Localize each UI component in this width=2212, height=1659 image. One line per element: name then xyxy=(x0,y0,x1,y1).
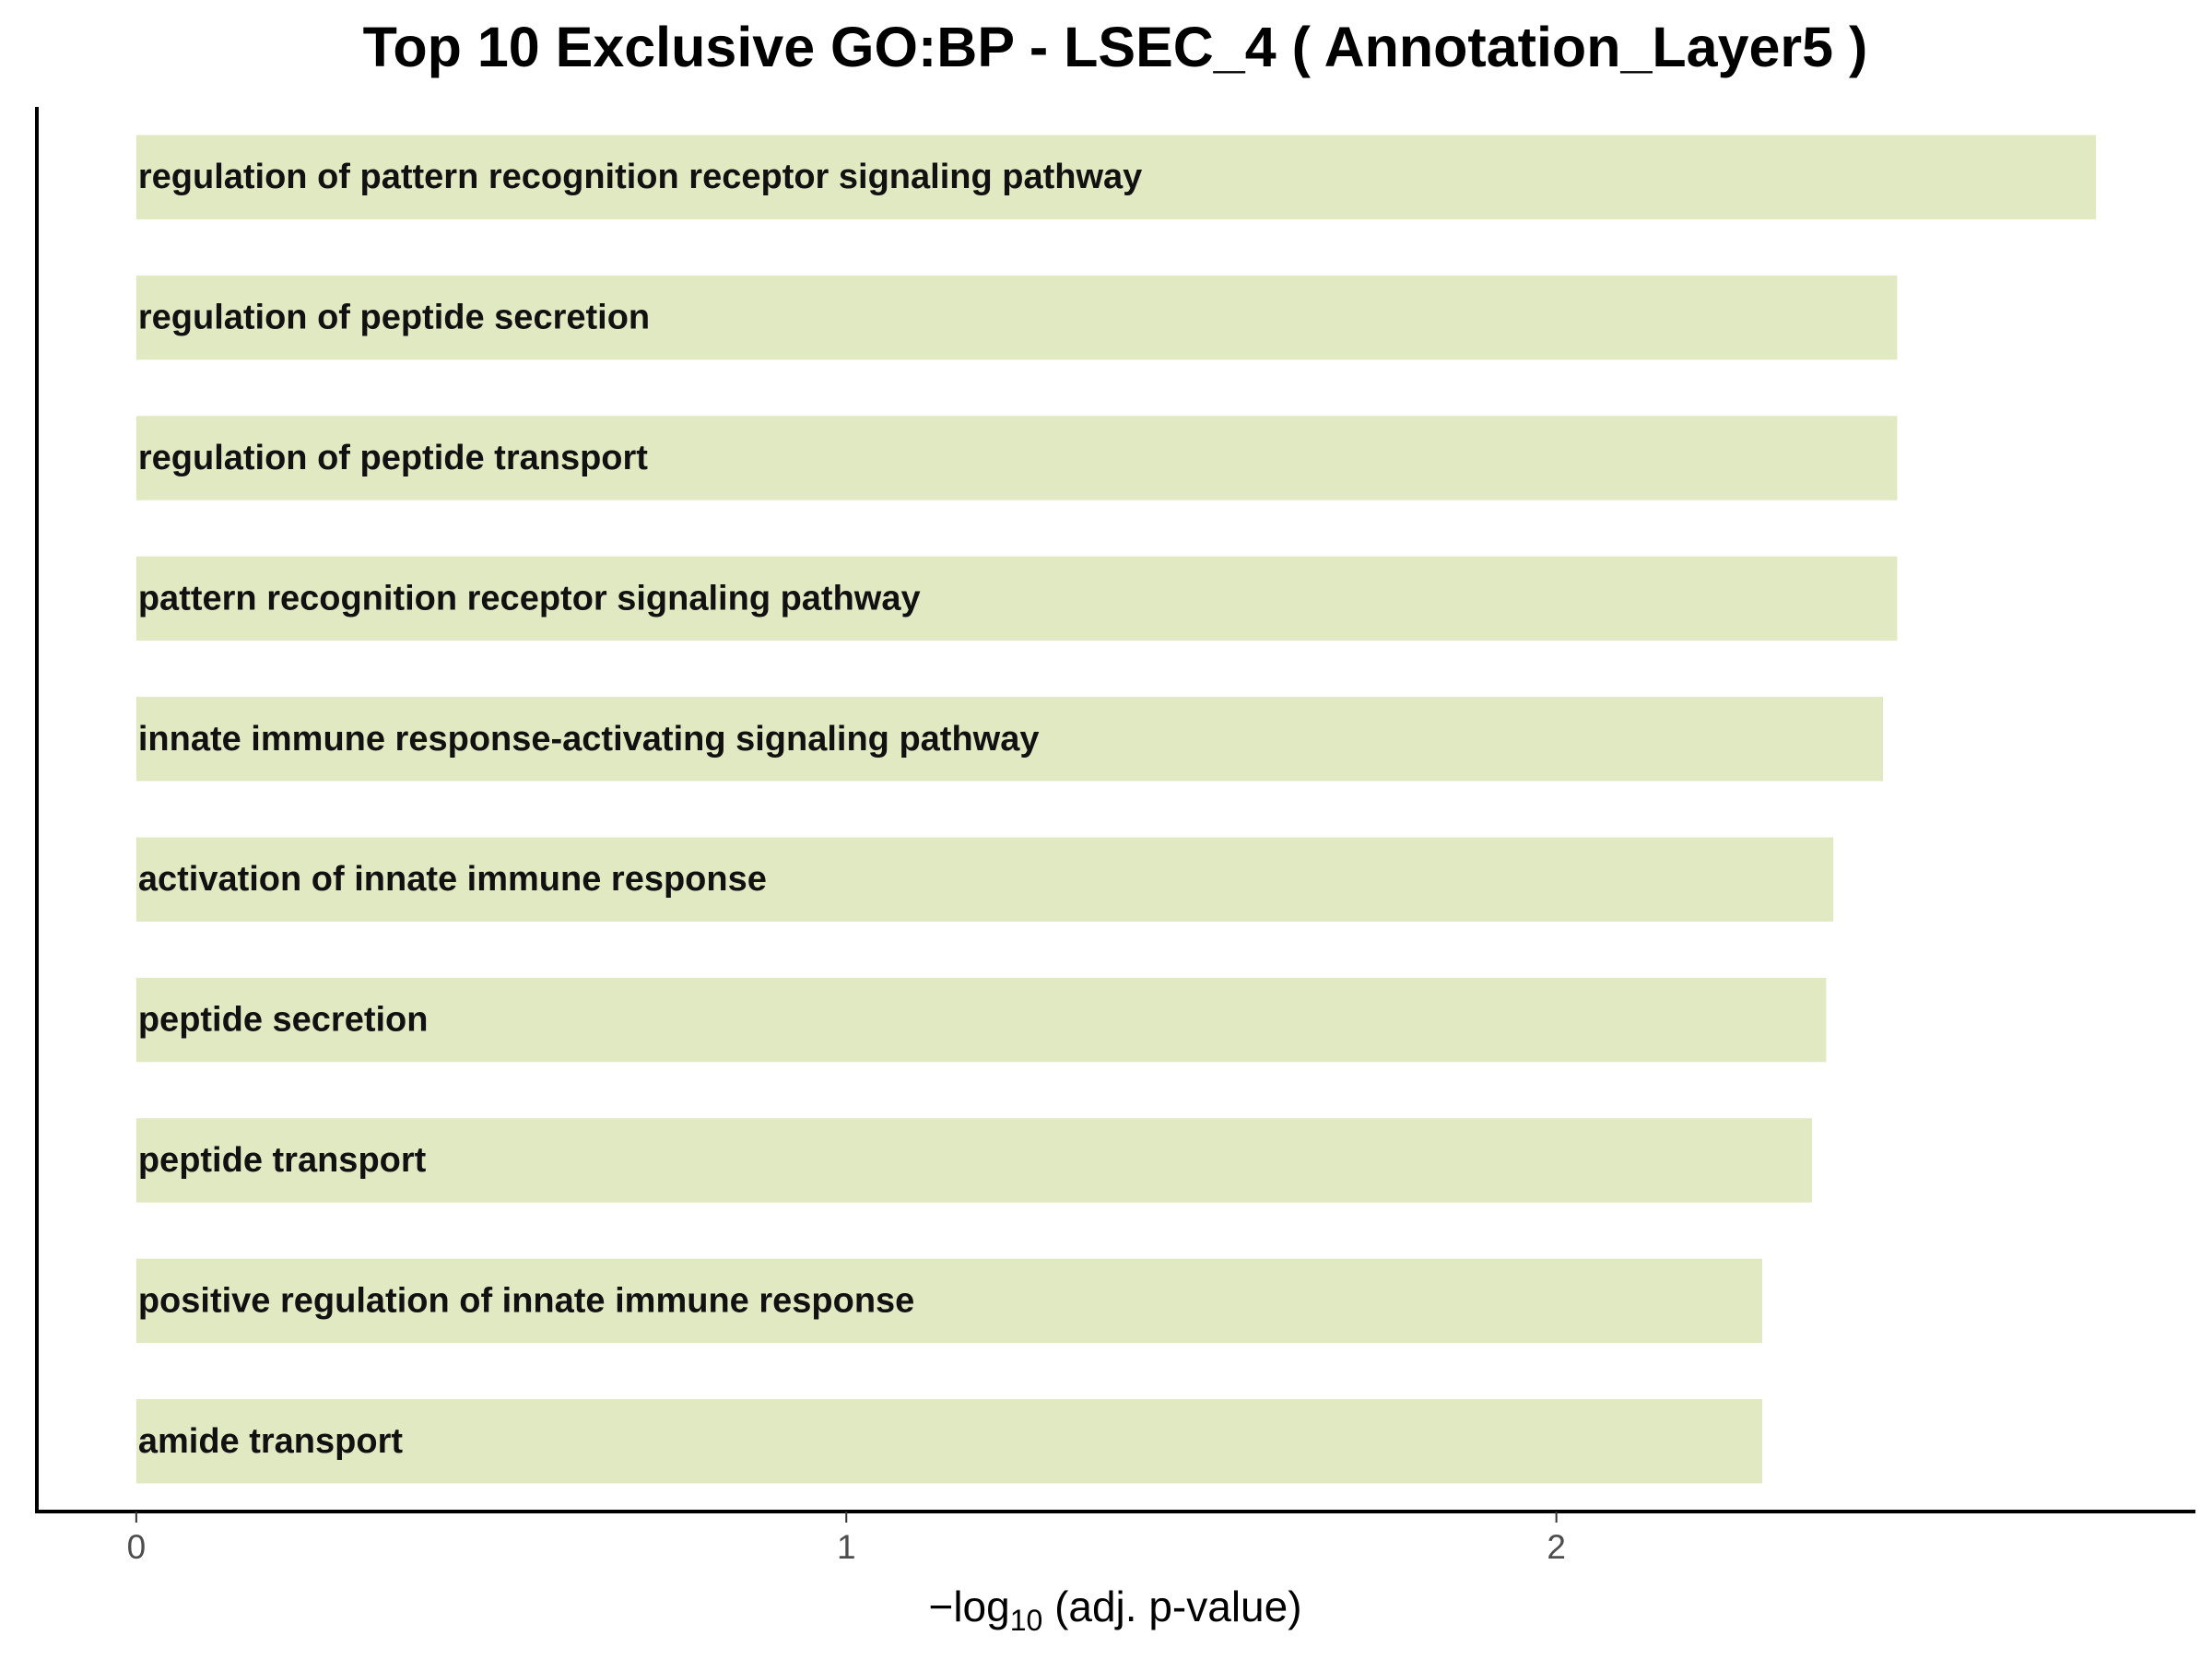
bar-1 xyxy=(135,135,2097,219)
bar-9 xyxy=(135,1258,1763,1344)
x-axis-title-prefix: −log xyxy=(928,1583,1009,1630)
bars-group xyxy=(135,135,2097,1484)
bar-5 xyxy=(135,697,1884,782)
x-tick-label-1: 0 xyxy=(127,1528,147,1566)
bar-label-5: innate immune response-activating signal… xyxy=(138,720,1040,759)
x-tick-label-3: 2 xyxy=(1547,1528,1566,1566)
bar-label-10: amide transport xyxy=(138,1422,404,1461)
bar-label-8: peptide transport xyxy=(138,1141,427,1180)
x-axis-title: −log10 (adj. p-value) xyxy=(928,1583,1301,1637)
bar-label-6: activation of innate immune response xyxy=(138,860,767,899)
bar-7 xyxy=(135,977,1827,1063)
bar-3 xyxy=(135,416,1898,500)
bar-label-1: regulation of pattern recognition recept… xyxy=(138,158,1142,196)
x-axis-title-suffix: (adj. p-value) xyxy=(1042,1583,1301,1630)
bar-label-2: regulation of peptide secretion xyxy=(138,299,650,337)
x-axis-ticks-group: 0 1 2 xyxy=(127,1512,1566,1566)
bar-2 xyxy=(135,275,1898,360)
x-axis-title-subscript: 10 xyxy=(1010,1604,1043,1637)
bar-label-7: peptide secretion xyxy=(138,1001,429,1040)
bar-label-4: pattern recognition receptor signaling p… xyxy=(138,579,921,618)
bar-4 xyxy=(135,556,1898,641)
bar-label-9: positive regulation of innate immune res… xyxy=(138,1281,914,1320)
bar-8 xyxy=(135,1118,1812,1203)
bar-label-3: regulation of peptide transport xyxy=(138,439,648,477)
x-tick-label-2: 1 xyxy=(837,1528,856,1566)
chart-title: Top 10 Exclusive GO:BP - LSEC_4 ( Annota… xyxy=(363,16,1868,78)
bar-10 xyxy=(135,1399,1763,1484)
bar-6 xyxy=(135,837,1834,922)
bar-labels-group: regulation of pattern recognition recept… xyxy=(138,158,1142,1461)
